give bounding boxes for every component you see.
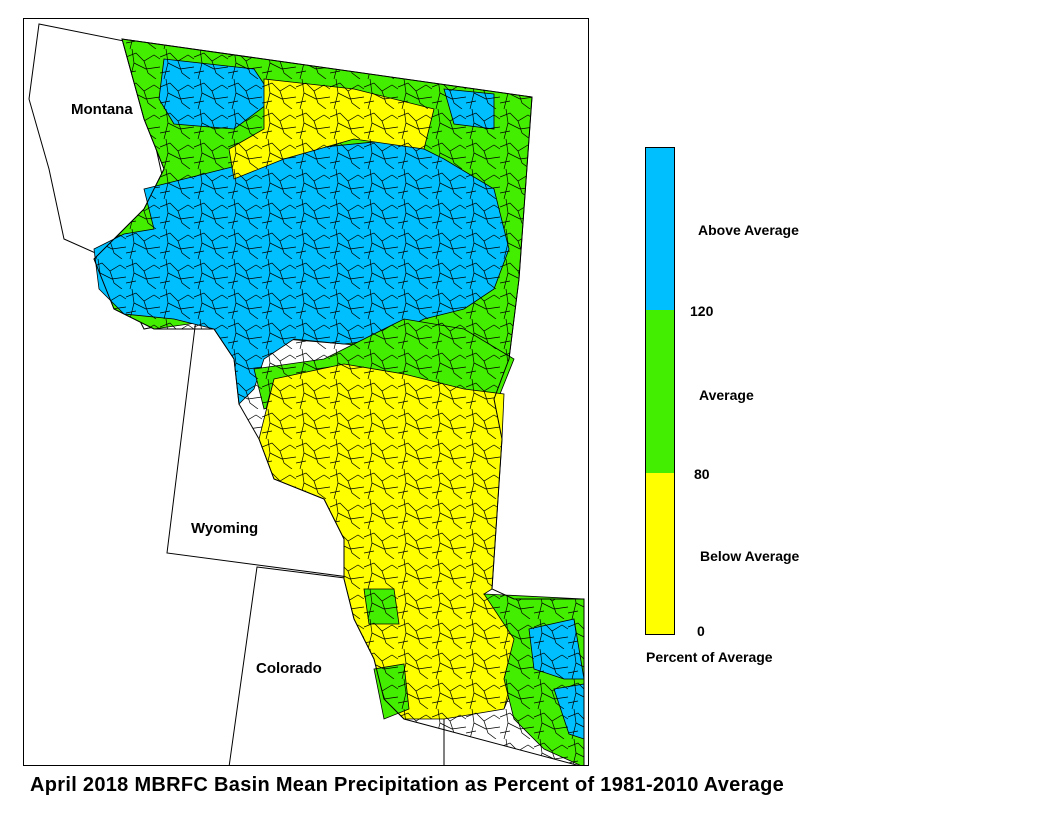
legend-break-120: 120 bbox=[690, 303, 714, 319]
legend-label-above: Above Average bbox=[698, 222, 799, 238]
legend-band-above bbox=[646, 148, 674, 310]
legend-band-average bbox=[646, 310, 674, 473]
basin-boundaries bbox=[93, 38, 585, 765]
legend-title: Percent of Average bbox=[646, 649, 773, 665]
legend-band-below bbox=[646, 473, 674, 634]
legend-break-80: 80 bbox=[694, 466, 710, 482]
basin-map bbox=[28, 23, 585, 765]
map-panel: Montana Wyoming Colorado bbox=[23, 18, 589, 766]
state-label-montana: Montana bbox=[71, 101, 133, 118]
map-caption: April 2018 MBRFC Basin Mean Precipitatio… bbox=[30, 774, 785, 796]
legend-colorbar bbox=[645, 147, 675, 635]
state-label-colorado: Colorado bbox=[256, 660, 322, 677]
legend-break-0: 0 bbox=[697, 623, 705, 639]
legend-label-below: Below Average bbox=[700, 548, 800, 564]
legend-label-average: Average bbox=[699, 387, 754, 403]
state-label-wyoming: Wyoming bbox=[191, 520, 259, 537]
